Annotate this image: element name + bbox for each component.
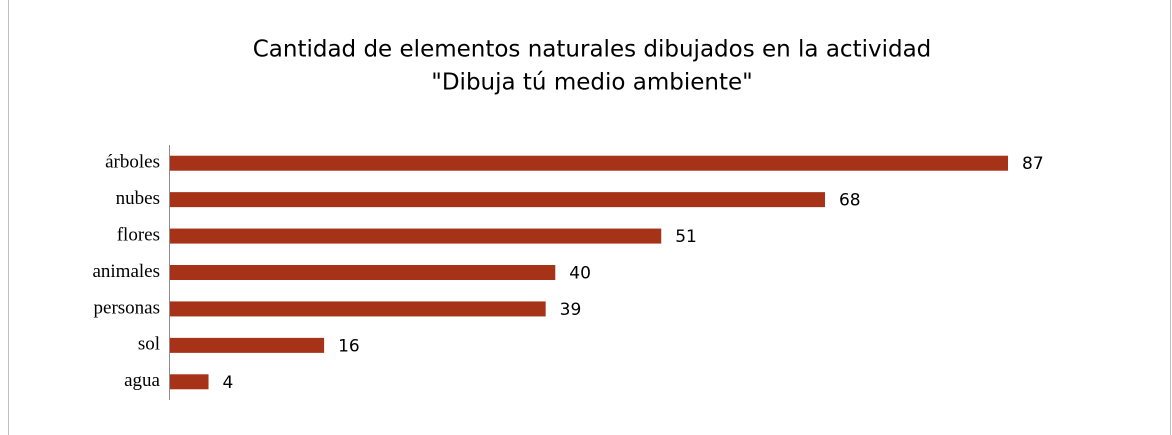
value-label: 39 bbox=[560, 300, 582, 320]
y-tick-label: agua bbox=[124, 370, 160, 391]
bar bbox=[170, 337, 325, 353]
bar bbox=[170, 192, 825, 208]
value-label: 4 bbox=[223, 373, 234, 393]
y-tick-label: flores bbox=[117, 224, 160, 245]
value-label: 68 bbox=[839, 191, 861, 211]
bar bbox=[170, 265, 556, 280]
y-tick-label: árboles bbox=[105, 152, 160, 173]
chart-frame bbox=[8, 0, 1171, 435]
value-label: 40 bbox=[569, 264, 591, 284]
chart-title: "Dibuja tú medio ambiente" bbox=[431, 70, 752, 96]
chart-title: Cantidad de elementos naturales dibujado… bbox=[253, 37, 932, 63]
bar bbox=[170, 228, 662, 244]
y-tick-label: nubes bbox=[116, 188, 160, 209]
value-label: 51 bbox=[675, 227, 697, 247]
value-label: 87 bbox=[1022, 154, 1044, 174]
bar bbox=[170, 155, 1008, 171]
bar bbox=[170, 374, 209, 390]
y-tick-label: personas bbox=[94, 297, 160, 318]
value-label: 16 bbox=[338, 336, 360, 356]
bar bbox=[170, 301, 546, 317]
y-tick-label: animales bbox=[92, 261, 160, 282]
y-tick-label: sol bbox=[138, 334, 160, 355]
